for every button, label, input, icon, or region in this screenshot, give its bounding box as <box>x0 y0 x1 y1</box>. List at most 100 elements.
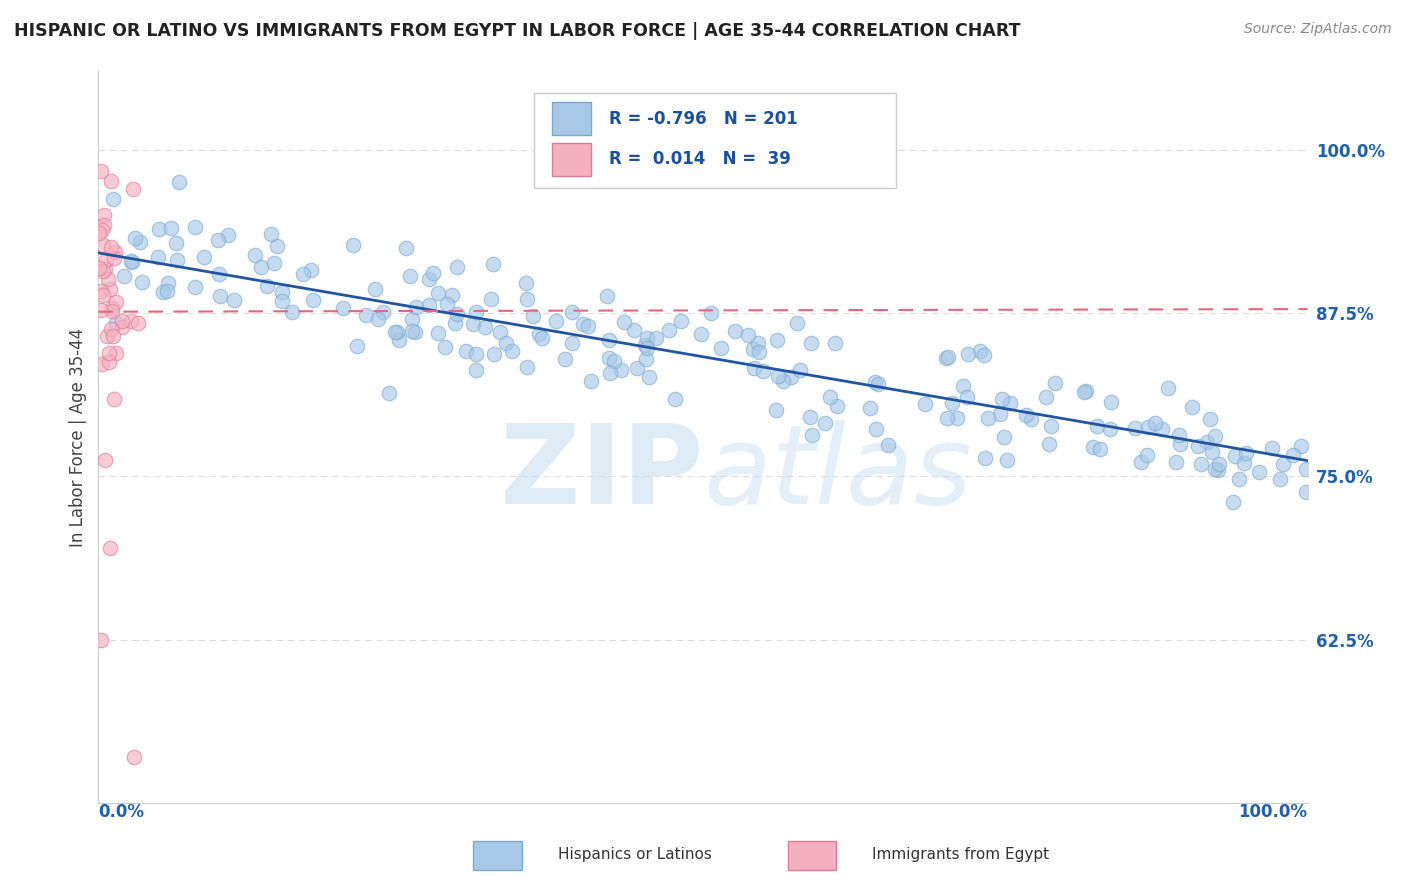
Point <box>401 324 423 338</box>
Point <box>105 295 128 310</box>
Point <box>1143 416 1166 430</box>
Point <box>576 318 599 333</box>
Point <box>90 164 112 178</box>
Point <box>766 368 789 383</box>
Point <box>1123 421 1146 435</box>
Point <box>401 312 423 326</box>
Point <box>936 411 959 425</box>
Point <box>1085 419 1108 434</box>
Point <box>271 285 294 300</box>
Point <box>434 341 457 355</box>
Point <box>609 363 631 377</box>
Point <box>243 248 266 262</box>
Point <box>384 326 406 340</box>
Point <box>444 317 467 331</box>
Point <box>167 175 190 189</box>
Point <box>1099 422 1122 436</box>
Point <box>766 333 789 347</box>
Point <box>825 399 848 413</box>
Point <box>993 430 1015 444</box>
Point <box>634 352 657 367</box>
Point <box>669 314 692 328</box>
Point <box>281 305 304 319</box>
Point <box>183 280 205 294</box>
Text: HISPANIC OR LATINO VS IMMIGRANTS FROM EGYPT IN LABOR FORCE | AGE 35-44 CORRELATI: HISPANIC OR LATINO VS IMMIGRANTS FROM EG… <box>14 22 1021 40</box>
Point <box>522 309 544 323</box>
Point <box>700 306 723 320</box>
Point <box>1074 384 1097 398</box>
Point <box>98 354 121 368</box>
Point <box>120 314 142 328</box>
Point <box>1150 422 1173 436</box>
Point <box>104 245 127 260</box>
Point <box>515 276 537 290</box>
Point <box>800 336 823 351</box>
Point <box>561 304 583 318</box>
Point <box>1204 462 1226 476</box>
Text: R =  0.014   N =  39: R = 0.014 N = 39 <box>609 150 790 168</box>
Point <box>399 269 422 284</box>
Point <box>1282 448 1305 462</box>
Point <box>87 226 110 240</box>
Point <box>97 272 120 286</box>
Point <box>148 221 170 235</box>
Point <box>465 346 488 360</box>
Point <box>90 284 112 298</box>
Point <box>302 293 325 307</box>
Point <box>441 288 464 302</box>
Point <box>599 366 621 380</box>
Bar <box>551 143 591 176</box>
Point <box>814 417 837 431</box>
Point <box>501 344 523 359</box>
Point <box>156 284 179 298</box>
Point <box>120 253 142 268</box>
Point <box>1038 437 1060 451</box>
Point <box>1083 440 1105 454</box>
Point <box>824 335 846 350</box>
Point <box>90 357 112 371</box>
Point <box>124 750 146 764</box>
Point <box>1156 381 1178 395</box>
Point <box>780 369 803 384</box>
Point <box>527 326 550 341</box>
Point <box>91 223 114 237</box>
Point <box>1272 457 1295 471</box>
Point <box>446 260 468 275</box>
Point <box>866 377 889 392</box>
Point <box>371 305 394 319</box>
Point <box>112 269 135 284</box>
Point <box>395 241 418 255</box>
Point <box>121 255 143 269</box>
Point <box>427 326 450 341</box>
Point <box>1222 495 1244 509</box>
Point <box>742 360 765 375</box>
Point <box>952 379 974 393</box>
Point <box>129 235 152 249</box>
Point <box>90 302 112 317</box>
Point <box>482 347 505 361</box>
Point <box>93 264 115 278</box>
Point <box>354 308 377 322</box>
Point <box>998 396 1021 410</box>
Point <box>422 266 444 280</box>
Point <box>786 316 808 330</box>
Point <box>367 311 389 326</box>
Point <box>271 293 294 308</box>
Point <box>723 324 745 338</box>
Point <box>988 407 1011 421</box>
Point <box>378 385 401 400</box>
Point <box>1090 442 1112 457</box>
Point <box>1198 412 1220 426</box>
Point <box>859 401 882 415</box>
Point <box>752 363 775 377</box>
Point <box>772 374 794 388</box>
Point <box>1295 462 1317 476</box>
Point <box>623 323 645 337</box>
Point <box>1099 395 1122 409</box>
Point <box>436 297 458 311</box>
Point <box>941 396 963 410</box>
Point <box>146 250 169 264</box>
Point <box>1268 472 1291 486</box>
Point <box>1136 420 1159 434</box>
Point <box>87 261 110 276</box>
